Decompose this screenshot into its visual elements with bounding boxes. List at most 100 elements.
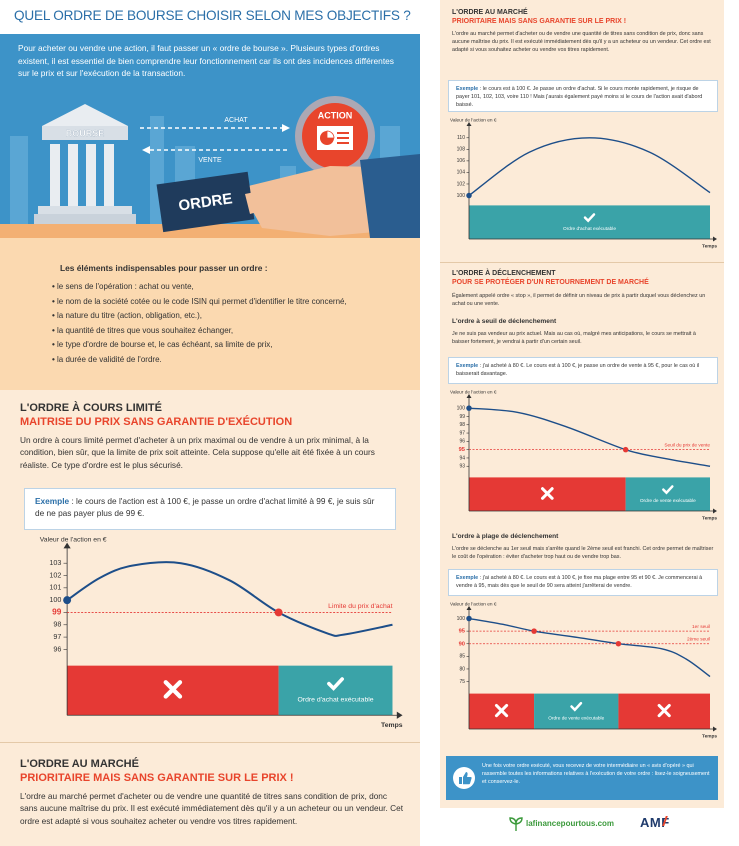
subsection-text: Je ne suis pas vendeur au prix actuel. M… bbox=[452, 330, 714, 346]
y-tick-label: 95 bbox=[459, 447, 466, 453]
essentials-item: la quantité de titres que vous souhaitez… bbox=[52, 324, 402, 339]
essentials-item: le sens de l'opération : achat ou vente, bbox=[52, 280, 402, 295]
y-tick-label: 95 bbox=[459, 629, 466, 635]
y-tick-label: 90 bbox=[459, 641, 465, 647]
price-curve bbox=[469, 138, 710, 196]
exchange-label: BOURSE bbox=[66, 128, 105, 138]
y-axis-title: Valeur de l'action en € bbox=[40, 537, 107, 544]
sell-label: VENTE bbox=[198, 157, 222, 164]
example-text: : j'ai acheté à 80 €. Le cours est à 100… bbox=[456, 575, 702, 589]
threshold-label: 2ème seuil bbox=[687, 636, 710, 642]
section-subtitle: PRIORITAIRE MAIS SANS GARANTIE SUR LE PR… bbox=[20, 772, 294, 784]
essentials-item: le nom de la société cotée ou le code IS… bbox=[52, 295, 402, 310]
illustration: BOURSE ACHAT VENTE ACTION ORDRE bbox=[0, 96, 420, 238]
y-axis-title: Valeur de l'action en € bbox=[450, 117, 497, 123]
y-tick-label: 106 bbox=[457, 158, 466, 164]
y-tick-label: 104 bbox=[457, 170, 466, 176]
example-label: Exemple bbox=[456, 575, 478, 581]
example-label: Exemple bbox=[456, 86, 478, 92]
y-tick-label: 108 bbox=[457, 147, 466, 153]
y-tick-label: 97 bbox=[53, 632, 61, 641]
zone-label: Ordre d'achat exécutable bbox=[563, 226, 616, 232]
essentials-item: la nature du titre (action, obligation, … bbox=[52, 309, 402, 324]
example-text: : le cours est à 100 €. Je passe un ordr… bbox=[456, 86, 702, 108]
y-tick-label: 103 bbox=[49, 558, 61, 567]
subsection-text: L'ordre se déclenche au 1er seuil mais s… bbox=[452, 545, 714, 561]
asset-label: ACTION bbox=[318, 110, 353, 120]
example-box: Exemple : le cours est à 100 €. Je passe… bbox=[448, 80, 718, 112]
y-tick-label: 98 bbox=[459, 422, 465, 428]
y-tick-label: 96 bbox=[459, 439, 465, 445]
zone bbox=[469, 205, 710, 239]
section-text: Un ordre à cours limité permet d'acheter… bbox=[20, 434, 405, 471]
y-axis-title: Valeur de l'action en € bbox=[450, 389, 497, 395]
site-logo-icon bbox=[508, 816, 524, 832]
x-axis-title: Temps bbox=[381, 722, 403, 729]
x-axis-arrow bbox=[713, 237, 717, 242]
section-title: L'ORDRE À COURS LIMITÉ bbox=[20, 402, 162, 414]
x-axis-arrow bbox=[713, 727, 717, 732]
y-tick-label: 100 bbox=[457, 616, 466, 622]
curve-dot bbox=[616, 641, 622, 647]
y-tick-label: 75 bbox=[459, 679, 465, 685]
curve-dot bbox=[623, 447, 629, 453]
x-axis-title: Temps bbox=[702, 733, 717, 739]
range-order-chart: Ordre de vente exécutable Valeur de l'act… bbox=[446, 600, 718, 742]
y-tick-label: 99 bbox=[52, 608, 62, 617]
example-box: Exemple : le cours de l'action est à 100… bbox=[24, 488, 396, 530]
thumb-icon bbox=[452, 766, 476, 790]
section-subtitle: MAITRISE DU PRIX SANS GARANTIE D'EXÉCUTI… bbox=[20, 416, 292, 428]
example-box: Exemple : j'ai acheté à 80 €. Le cours e… bbox=[448, 357, 718, 384]
separator bbox=[440, 262, 724, 263]
price-curve bbox=[469, 619, 710, 677]
price-curve bbox=[67, 562, 392, 636]
y-tick-label: 102 bbox=[49, 570, 61, 579]
example-text: : j'ai acheté à 80 €. Le cours est à 100… bbox=[456, 363, 699, 377]
site-logo: lafinancepourtous.com bbox=[526, 819, 614, 828]
example-label: Exemple bbox=[456, 363, 478, 369]
y-tick-label: 93 bbox=[459, 464, 465, 470]
curve-dot bbox=[63, 596, 71, 604]
curve-dot bbox=[466, 405, 472, 411]
threshold-label: 1er seuil bbox=[692, 624, 710, 630]
separator bbox=[0, 742, 420, 743]
example-text: : le cours de l'action est à 100 €, je p… bbox=[35, 496, 374, 518]
buy-label: ACHAT bbox=[224, 117, 248, 124]
curve-dot bbox=[466, 616, 472, 622]
section-subtitle: POUR SE PROTÉGER D'UN RETOURNEMENT DE MA… bbox=[452, 279, 649, 286]
y-tick-label: 96 bbox=[53, 644, 61, 653]
y-tick-label: 101 bbox=[49, 583, 61, 592]
section-title: L'ORDRE À DÉCLENCHEMENT bbox=[452, 270, 556, 277]
y-axis-title: Valeur de l'action en € bbox=[450, 601, 497, 607]
y-tick-label: 99 bbox=[459, 414, 465, 420]
zone-label: Ordre d'achat exécutable bbox=[297, 697, 373, 704]
price-curve bbox=[469, 408, 710, 466]
zone-label: Ordre de vente exécutable bbox=[548, 715, 604, 721]
essentials-item: le type d'ordre de bourse et, le cas éch… bbox=[52, 338, 402, 353]
threshold-label: Limite du prix d'achat bbox=[328, 603, 392, 610]
subsection-heading: L'ordre à seuil de déclenchement bbox=[452, 318, 556, 325]
y-tick-label: 100 bbox=[49, 595, 61, 604]
y-tick-label: 100 bbox=[457, 193, 466, 199]
y-tick-label: 97 bbox=[459, 430, 465, 436]
section-title: L'ORDRE AU MARCHÉ bbox=[20, 758, 139, 770]
x-axis-arrow bbox=[397, 712, 403, 719]
section-title: L'ORDRE AU MARCHÉ bbox=[452, 9, 528, 16]
limit-order-chart: Ordre d'achat exécutable Valeur de l'acti… bbox=[34, 534, 404, 734]
y-tick-label: 100 bbox=[457, 405, 466, 411]
y-tick-label: 102 bbox=[457, 181, 466, 187]
main-title: QUEL ORDRE DE BOURSE CHOISIR SELON MES O… bbox=[14, 8, 411, 23]
y-tick-label: 98 bbox=[53, 620, 61, 629]
example-box: Exemple : j'ai acheté à 80 €. Le cours e… bbox=[448, 569, 718, 596]
order-card: ORDRE bbox=[157, 172, 255, 232]
zone bbox=[279, 666, 393, 716]
curve-dot bbox=[466, 193, 472, 199]
section-subtitle: PRIORITAIRE MAIS SANS GARANTIE SUR LE PR… bbox=[452, 18, 626, 25]
essentials-item: la durée de validité de l'ordre. bbox=[52, 353, 402, 368]
y-tick-label: 85 bbox=[459, 654, 465, 660]
section-text: Également appelé ordre « stop », il perm… bbox=[452, 292, 714, 308]
exchange-building: BOURSE bbox=[34, 104, 136, 224]
y-tick-label: 80 bbox=[459, 666, 465, 672]
notice-text: Une fois votre ordre exécuté, vous recev… bbox=[482, 762, 712, 786]
x-axis-title: Temps bbox=[702, 243, 717, 249]
